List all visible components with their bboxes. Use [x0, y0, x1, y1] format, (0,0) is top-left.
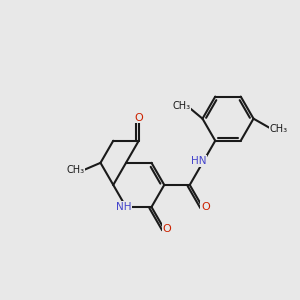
Text: HN: HN: [191, 156, 207, 166]
Text: O: O: [163, 224, 172, 234]
Text: O: O: [201, 202, 210, 212]
Text: CH₃: CH₃: [66, 166, 84, 176]
Text: CH₃: CH₃: [270, 124, 288, 134]
Text: NH: NH: [116, 202, 131, 212]
Text: O: O: [134, 112, 143, 123]
Text: CH₃: CH₃: [172, 101, 190, 111]
